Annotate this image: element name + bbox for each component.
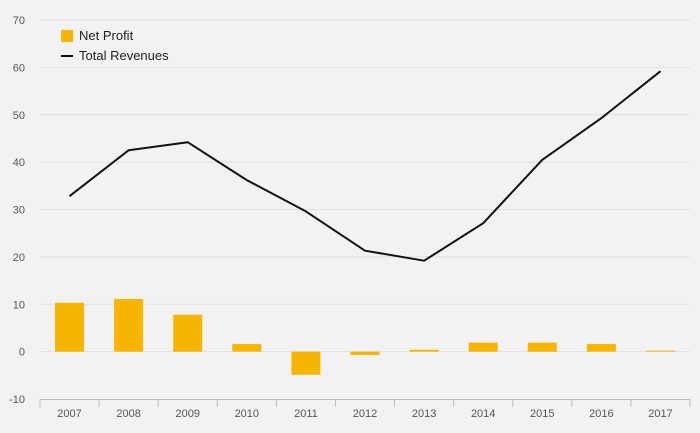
y-tick-label: -10 — [9, 394, 25, 406]
x-tick-label: 2007 — [57, 408, 81, 420]
y-tick-label: 10 — [13, 299, 25, 311]
x-tick-label: 2016 — [589, 408, 613, 420]
bar-net-profit — [350, 351, 380, 355]
bar-net-profit — [527, 342, 557, 352]
bar-net-profit — [232, 344, 262, 352]
y-tick-label: 50 — [13, 110, 25, 122]
x-tick-label: 2008 — [116, 408, 140, 420]
net-profit-bars — [55, 299, 675, 375]
y-tick-label: 70 — [13, 15, 25, 27]
y-axis: -10 0 10 20 30 40 50 60 70 — [9, 15, 25, 406]
x-tick-label: 2017 — [648, 408, 672, 420]
y-tick-label: 60 — [13, 62, 25, 74]
bar-net-profit — [645, 350, 675, 352]
y-tick-label: 20 — [13, 252, 25, 264]
y-tick-label: 30 — [13, 205, 25, 217]
bar-net-profit — [409, 349, 439, 352]
total-revenues-line-group — [68, 70, 662, 262]
y-tick-label: 40 — [13, 157, 25, 169]
x-tick-label: 2010 — [235, 408, 259, 420]
x-tick-label: 2013 — [412, 408, 436, 420]
bar-net-profit — [586, 344, 616, 352]
x-tick-label: 2012 — [353, 408, 377, 420]
bar-net-profit — [55, 302, 85, 352]
x-axis: 2007 2008 2009 2010 2011 2012 2013 2014 2015 2016… — [39, 399, 691, 420]
bar-net-profit — [173, 314, 203, 352]
legend-label-net-profit: Net Profit — [79, 28, 134, 43]
x-tick-label: 2015 — [530, 408, 554, 420]
legend-label-total-revenues: Total Revenues — [79, 48, 169, 63]
bar-net-profit — [114, 299, 144, 352]
bar-net-profit — [468, 342, 498, 352]
legend: Net Profit Total Revenues — [61, 28, 169, 63]
bar-net-profit — [291, 351, 321, 375]
line-total-revenues — [68, 70, 662, 262]
legend-swatch-net-profit — [61, 30, 73, 42]
x-tick-label: 2009 — [175, 408, 199, 420]
x-tick-label: 2014 — [471, 408, 495, 420]
x-tick-label: 2011 — [294, 408, 318, 420]
y-tick-label: 0 — [19, 347, 25, 359]
grid — [40, 19, 690, 353]
